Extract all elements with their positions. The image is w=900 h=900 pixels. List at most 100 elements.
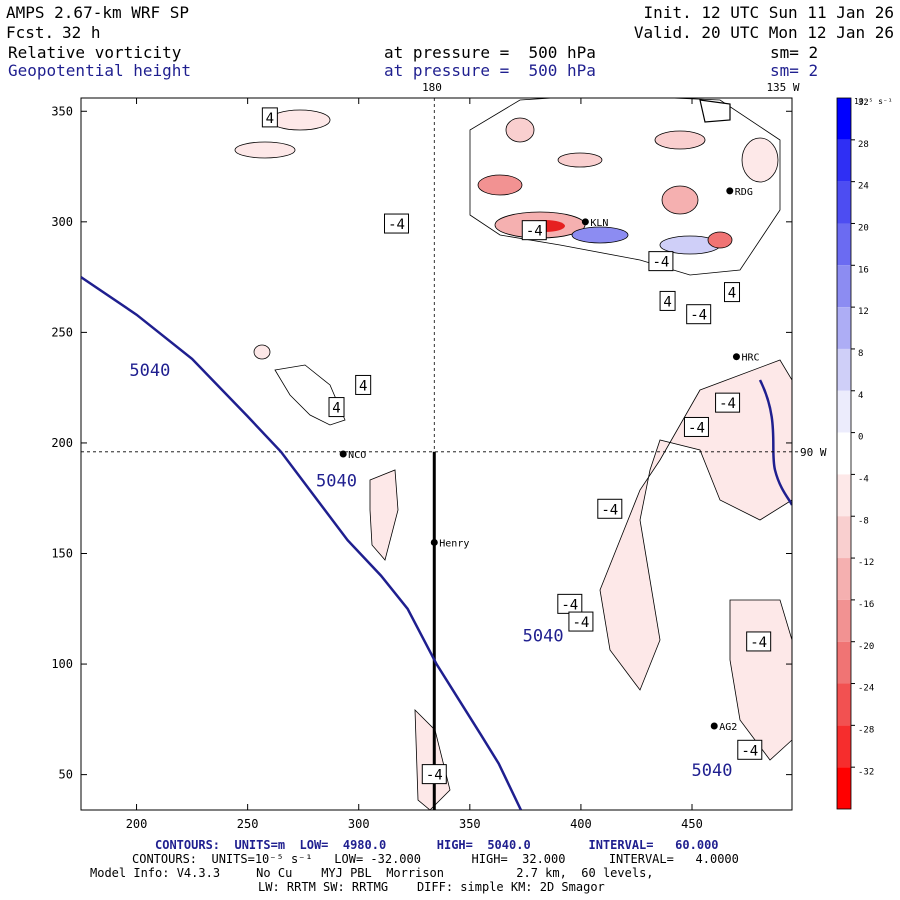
colorbar-swatch <box>837 516 851 559</box>
colorbar-swatch <box>837 307 851 349</box>
colorbar-tick-label: -8 <box>858 516 869 526</box>
vorticity-label: -4 <box>561 597 578 613</box>
colorbar-tick-label: 0 <box>858 433 863 443</box>
colorbar-swatch <box>837 139 851 182</box>
vorticity-label-box <box>737 739 763 760</box>
x-tick-label: 450 <box>681 817 703 831</box>
vorticity-label-box <box>597 498 623 519</box>
colorbar-frame <box>836 97 852 810</box>
vorticity-label-box <box>421 764 447 785</box>
colorbar-swatch <box>837 98 851 140</box>
x-tick-label: 350 <box>459 817 481 831</box>
vorticity-label-box <box>568 611 594 632</box>
station-marker <box>339 450 347 458</box>
height-contour-5040 <box>81 276 523 810</box>
colorbar-tick-label: 8 <box>858 349 863 359</box>
vorticity-label: -4 <box>426 768 443 784</box>
vorticity-label-box <box>355 374 372 395</box>
x-tick-label: 250 <box>237 817 259 831</box>
colorbar-swatch <box>837 223 851 266</box>
colorbar-swatch <box>837 474 851 517</box>
y-tick-label: 300 <box>51 215 73 229</box>
station-marker <box>581 218 589 226</box>
colorbar-swatch <box>837 641 851 684</box>
vorticity-label-box <box>648 251 674 272</box>
grid-label-90w: 90 W <box>800 446 827 459</box>
colorbar-tick-label: 12 <box>858 307 869 317</box>
station-marker <box>732 353 740 361</box>
station-label: HRC <box>741 353 759 364</box>
vorticity-label: -4 <box>690 308 707 324</box>
height-contour-label: 5040 <box>523 626 564 646</box>
vorticity-label: 4 <box>663 294 671 310</box>
footer-height-contours: CONTOURS: UNITS=m LOW= 4980.0 HIGH= 5040… <box>155 838 719 852</box>
station-marker <box>430 538 438 546</box>
colorbar-swatch <box>837 683 851 726</box>
vorticity-label: -4 <box>652 255 669 271</box>
colorbar-swatch <box>837 599 851 642</box>
forecast-hour: 32 h <box>62 23 101 42</box>
vorticity-label: -4 <box>688 420 705 436</box>
vorticity-label-box <box>686 304 712 325</box>
footer-physics-info: LW: RRTM SW: RRTMG DIFF: simple KM: 2D S… <box>258 880 605 894</box>
x-tick-label: 300 <box>348 817 370 831</box>
colorbar-tick-label: 24 <box>858 182 869 192</box>
vorticity-label-box <box>724 282 741 303</box>
footer-vorticity-contours: CONTOURS: UNITS=10⁻⁵ s⁻¹ LOW= -32.000 HI… <box>132 852 739 866</box>
colorbar-tick-label: 4 <box>858 391 863 401</box>
colorbar-tick-label: -32 <box>858 767 874 777</box>
station-marker <box>726 187 734 195</box>
colorbar-swatch <box>837 181 851 224</box>
valid-time: Valid. 20 UTC Mon 12 Jan 26 <box>633 23 894 42</box>
vorticity-label: -4 <box>572 615 589 631</box>
height-contour-label: 5040 <box>692 761 733 781</box>
grid-label-180: 180 <box>422 81 442 94</box>
footer-model-info: Model Info: V4.3.3 No Cu MYJ PBL Morriso… <box>90 866 654 880</box>
vorticity-label: -4 <box>526 224 543 240</box>
colorbar-swatch <box>837 432 851 475</box>
station-label: NCO <box>348 450 366 461</box>
colorbar-swatch <box>837 390 851 433</box>
vorticity-label-box <box>384 213 410 234</box>
vorticity-label: 4 <box>332 401 340 417</box>
colorbar-tick-label: -24 <box>858 684 874 694</box>
init-time: Init. 12 UTC Sun 11 Jan 26 <box>643 3 894 22</box>
station-label: AG2 <box>719 722 737 733</box>
vorticity-label-box <box>521 220 547 241</box>
field2-name: Geopotential height <box>8 61 192 80</box>
y-tick-label: 100 <box>51 657 73 671</box>
colorbar-swatch <box>837 265 851 308</box>
x-tick-label: 200 <box>126 817 148 831</box>
vorticity-label-box <box>328 397 345 418</box>
vorticity-shading <box>234 98 792 810</box>
colorbar-swatch <box>837 558 851 600</box>
colorbar-tick-label: -28 <box>858 725 874 735</box>
y-tick-label: 50 <box>59 768 73 782</box>
x-tick-label: 400 <box>570 817 592 831</box>
y-tick-label: 250 <box>51 325 73 339</box>
field2-level: at pressure = 500 hPa <box>384 61 596 80</box>
forecast-label: Fcst. <box>6 23 55 42</box>
colorbar-tick-label: 16 <box>858 265 869 275</box>
height-contour-label: 5040 <box>129 361 170 381</box>
vorticity-label-box <box>746 631 772 652</box>
colorbar-tick-label: -4 <box>858 475 869 485</box>
colorbar-swatch <box>837 725 851 768</box>
vorticity-label: -4 <box>750 635 767 651</box>
colorbar-unit: 10⁻⁵ s⁻¹ <box>854 97 893 106</box>
vorticity-label-box <box>659 290 676 311</box>
vorticity-label: -4 <box>601 502 618 518</box>
grid-label-135w: 135 W <box>766 81 799 94</box>
vorticity-label: 4 <box>359 378 367 394</box>
vorticity-label-box <box>715 392 741 413</box>
station-label: RDG <box>735 187 753 198</box>
model-title: AMPS 2.67-km WRF SP <box>6 3 190 22</box>
colorbar-swatch <box>837 348 851 391</box>
vorticity-label: 4 <box>728 286 736 302</box>
field1-level: at pressure = 500 hPa <box>384 43 596 62</box>
vorticity-label: -4 <box>741 743 758 759</box>
y-tick-label: 350 <box>51 104 73 118</box>
y-tick-label: 150 <box>51 547 73 561</box>
colorbar-tick-label: -20 <box>858 642 874 652</box>
